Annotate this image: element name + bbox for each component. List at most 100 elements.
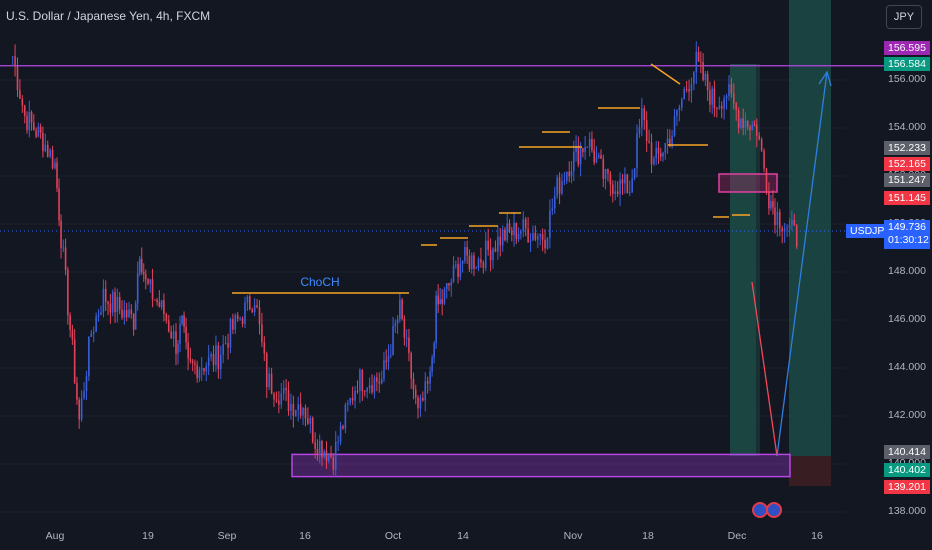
candle-body xyxy=(80,398,83,420)
candle-body xyxy=(582,148,584,152)
candle-body xyxy=(299,404,302,416)
candle-body xyxy=(54,162,56,169)
candle-body xyxy=(403,318,406,338)
candle-body xyxy=(11,56,14,58)
candle-body xyxy=(558,177,561,194)
candle-body xyxy=(662,152,664,157)
candle-body xyxy=(158,302,161,308)
price-badge: 140.414 xyxy=(884,445,930,459)
candle-body xyxy=(711,88,713,105)
candle-body xyxy=(132,314,135,330)
candle-body xyxy=(44,144,47,152)
candle-body xyxy=(553,196,556,209)
candle-body xyxy=(144,274,147,280)
arrow-head xyxy=(818,70,832,87)
candle-body xyxy=(16,66,19,91)
candle-body xyxy=(695,52,698,73)
candle-body xyxy=(575,145,577,152)
candle-body xyxy=(232,319,234,330)
candle-body xyxy=(160,300,163,308)
candle-body xyxy=(795,225,798,247)
candle-body xyxy=(650,142,653,165)
candle-body xyxy=(236,314,239,319)
candle-body xyxy=(368,385,371,389)
candle-body xyxy=(194,363,196,365)
candle-body xyxy=(595,157,598,163)
price-badge: 140.402 xyxy=(884,463,930,477)
candle-body xyxy=(487,240,489,251)
candle-body xyxy=(316,448,319,456)
candle-body xyxy=(628,191,631,194)
candle-body xyxy=(697,52,700,62)
candle-body xyxy=(282,388,285,394)
candle-body xyxy=(46,144,49,157)
candle-body xyxy=(273,393,275,400)
candle-body xyxy=(657,147,660,154)
candle-body xyxy=(294,409,297,416)
candle-body xyxy=(287,390,290,411)
candle-body xyxy=(35,130,37,137)
candle-body xyxy=(330,453,332,457)
candle-body xyxy=(643,108,646,121)
candle-body xyxy=(746,120,749,128)
price-badge: 156.595 xyxy=(884,41,930,55)
candle-body xyxy=(125,309,128,318)
candle-body xyxy=(597,155,600,158)
candle-body xyxy=(457,264,459,277)
candle-body xyxy=(522,219,525,231)
candle-body xyxy=(700,61,702,63)
candle-body xyxy=(351,397,354,401)
candle-body xyxy=(136,273,139,304)
candle-body xyxy=(524,219,527,229)
candle-body xyxy=(241,318,244,324)
candle-body xyxy=(85,376,88,392)
candle-body xyxy=(67,269,69,316)
candle-body xyxy=(466,247,468,256)
candle-body xyxy=(51,149,54,169)
demand-zone xyxy=(291,453,791,478)
candle-body xyxy=(224,343,227,345)
candle-body xyxy=(71,329,74,340)
candle-body xyxy=(378,381,381,384)
candle-body xyxy=(39,126,42,133)
candle-body xyxy=(290,404,292,411)
candle-body xyxy=(227,343,229,348)
candle-body xyxy=(443,289,446,304)
candle-body xyxy=(607,169,609,174)
candle-body xyxy=(424,381,427,401)
target-zone xyxy=(789,0,831,456)
candle-body xyxy=(123,309,126,318)
candle-body xyxy=(763,150,765,169)
candle-body xyxy=(431,357,433,372)
candle-body xyxy=(344,404,347,429)
candle-body xyxy=(151,279,154,300)
candle-body xyxy=(673,116,676,136)
candle-body xyxy=(200,368,203,370)
price-badge: 151.145 xyxy=(884,191,930,205)
candle-body xyxy=(437,295,439,305)
price-badge: 156.584 xyxy=(884,57,930,71)
x-axis-label: 16 xyxy=(811,530,823,542)
candle-body xyxy=(104,288,107,302)
candle-body xyxy=(441,299,443,304)
candle-body xyxy=(638,127,641,134)
candle-body xyxy=(270,373,273,394)
candle-body xyxy=(60,220,62,248)
x-axis-label: 19 xyxy=(142,530,154,542)
candle-body xyxy=(90,333,93,337)
symbol-badge: USDJPY xyxy=(846,224,891,238)
stop-zone xyxy=(789,456,831,486)
x-axis-label: Sep xyxy=(217,530,237,542)
candle-body xyxy=(187,342,189,359)
candle-body xyxy=(408,337,410,354)
candle-body xyxy=(515,222,518,240)
current-price: 149.736 xyxy=(888,221,926,233)
candle-body xyxy=(579,148,582,165)
currency-button[interactable]: JPY xyxy=(886,5,922,29)
x-axis-label: Dec xyxy=(727,530,747,542)
candle-body xyxy=(239,318,241,320)
candle-body xyxy=(534,232,537,240)
candle-body xyxy=(399,299,401,320)
candle-body xyxy=(253,305,256,313)
